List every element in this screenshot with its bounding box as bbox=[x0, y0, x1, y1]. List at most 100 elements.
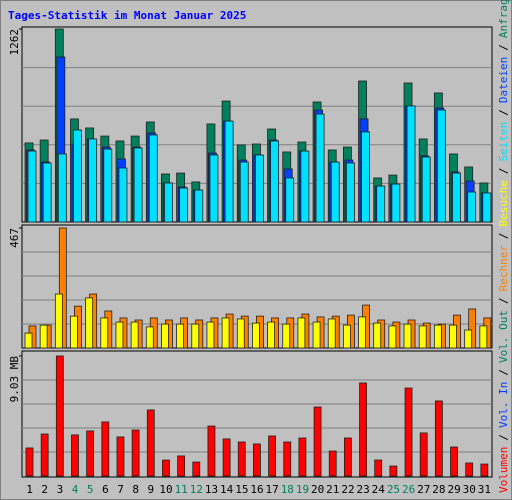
legend-separator: / bbox=[497, 167, 510, 174]
x-tick-label: 17 bbox=[266, 483, 279, 496]
bar bbox=[406, 105, 416, 223]
x-tick-label: 9 bbox=[148, 483, 155, 496]
bar bbox=[40, 433, 49, 477]
bar bbox=[70, 315, 78, 349]
bar bbox=[54, 293, 63, 349]
bar bbox=[164, 182, 173, 223]
legend-entry: Vol. In bbox=[497, 382, 510, 428]
bar bbox=[298, 437, 307, 477]
bar bbox=[207, 425, 216, 477]
bar bbox=[224, 120, 234, 223]
bar bbox=[101, 421, 110, 477]
x-tick-label: 15 bbox=[235, 483, 248, 496]
bar bbox=[373, 322, 382, 349]
bar bbox=[209, 154, 219, 223]
bar bbox=[361, 131, 370, 223]
bar bbox=[236, 318, 245, 349]
legend-entry: Rechner bbox=[497, 245, 510, 292]
x-tick-label: 14 bbox=[220, 483, 234, 496]
bar bbox=[343, 437, 352, 477]
bar bbox=[71, 434, 79, 477]
bar bbox=[255, 154, 264, 223]
x-tick-label: 29 bbox=[447, 483, 460, 496]
bar bbox=[418, 325, 427, 349]
x-tick-label: 26 bbox=[402, 483, 415, 496]
bar bbox=[449, 324, 457, 349]
bar bbox=[115, 321, 124, 349]
bar bbox=[24, 332, 33, 349]
x-tick-label: 31 bbox=[478, 483, 491, 496]
bar bbox=[179, 187, 189, 223]
bar bbox=[103, 148, 113, 223]
bar bbox=[27, 150, 37, 223]
bar bbox=[330, 161, 340, 223]
legend-entry: Vol. Out bbox=[497, 310, 510, 363]
bar bbox=[421, 156, 431, 223]
x-tick-label: 20 bbox=[311, 483, 324, 496]
bar bbox=[85, 297, 94, 349]
bar bbox=[388, 325, 397, 349]
x-tick-label: 22 bbox=[341, 483, 354, 496]
x-tick-label: 4 bbox=[72, 483, 79, 496]
bar bbox=[452, 172, 461, 223]
x-tick-label: 7 bbox=[117, 483, 124, 496]
bar bbox=[206, 321, 215, 349]
x-tick-label: 10 bbox=[159, 483, 172, 496]
x-tick-label: 16 bbox=[250, 483, 263, 496]
legend-separator: / bbox=[497, 109, 510, 116]
bar bbox=[86, 430, 95, 477]
legend-entry: Besuche bbox=[497, 180, 510, 226]
bar bbox=[270, 140, 279, 223]
x-tick-label: 3 bbox=[57, 483, 64, 496]
bar bbox=[434, 400, 443, 477]
bar bbox=[285, 177, 295, 223]
bar bbox=[88, 138, 98, 223]
bar bbox=[403, 323, 412, 349]
chart-title: Tages-Statistik im Monat Januar 2025 bbox=[8, 9, 246, 22]
legend-separator: / bbox=[497, 297, 510, 304]
bar bbox=[268, 435, 276, 477]
bar bbox=[253, 443, 261, 477]
x-tick-label: 23 bbox=[357, 483, 370, 496]
bar bbox=[130, 321, 139, 349]
x-tick-label: 21 bbox=[326, 483, 339, 496]
bar bbox=[252, 322, 260, 349]
bar bbox=[376, 185, 386, 223]
x-tick-label: 18 bbox=[281, 483, 294, 496]
legend-separator: / bbox=[497, 369, 510, 376]
bar bbox=[237, 441, 246, 477]
bar bbox=[100, 317, 109, 349]
bar bbox=[436, 109, 446, 223]
legend-entry: Volumen bbox=[497, 447, 510, 493]
bar bbox=[161, 323, 169, 349]
x-tick-label: 30 bbox=[463, 483, 476, 496]
bar bbox=[312, 321, 321, 349]
x-tick-label: 12 bbox=[190, 483, 203, 496]
bar bbox=[327, 318, 336, 349]
bar bbox=[465, 462, 474, 477]
bar bbox=[39, 324, 48, 349]
bar bbox=[162, 459, 170, 477]
x-tick-label: 2 bbox=[41, 483, 48, 496]
bar bbox=[328, 450, 337, 477]
bar bbox=[191, 323, 200, 349]
x-tick-label: 5 bbox=[87, 483, 94, 496]
bar bbox=[282, 323, 291, 349]
bar bbox=[57, 153, 67, 223]
bar bbox=[133, 147, 143, 223]
bar bbox=[404, 387, 413, 477]
x-tick-label: 11 bbox=[175, 483, 188, 496]
bar bbox=[145, 326, 154, 349]
x-tick-label: 6 bbox=[102, 483, 109, 496]
bar bbox=[315, 113, 325, 223]
x-tick-label: 8 bbox=[132, 483, 139, 496]
bar bbox=[480, 463, 489, 477]
bar bbox=[391, 183, 401, 223]
bar bbox=[482, 192, 492, 223]
x-tick-label: 1 bbox=[26, 483, 33, 496]
x-tick-label: 28 bbox=[432, 483, 445, 496]
bar bbox=[146, 409, 155, 477]
legend-separator: / bbox=[497, 434, 510, 441]
bar bbox=[42, 162, 52, 223]
bar bbox=[300, 150, 310, 223]
